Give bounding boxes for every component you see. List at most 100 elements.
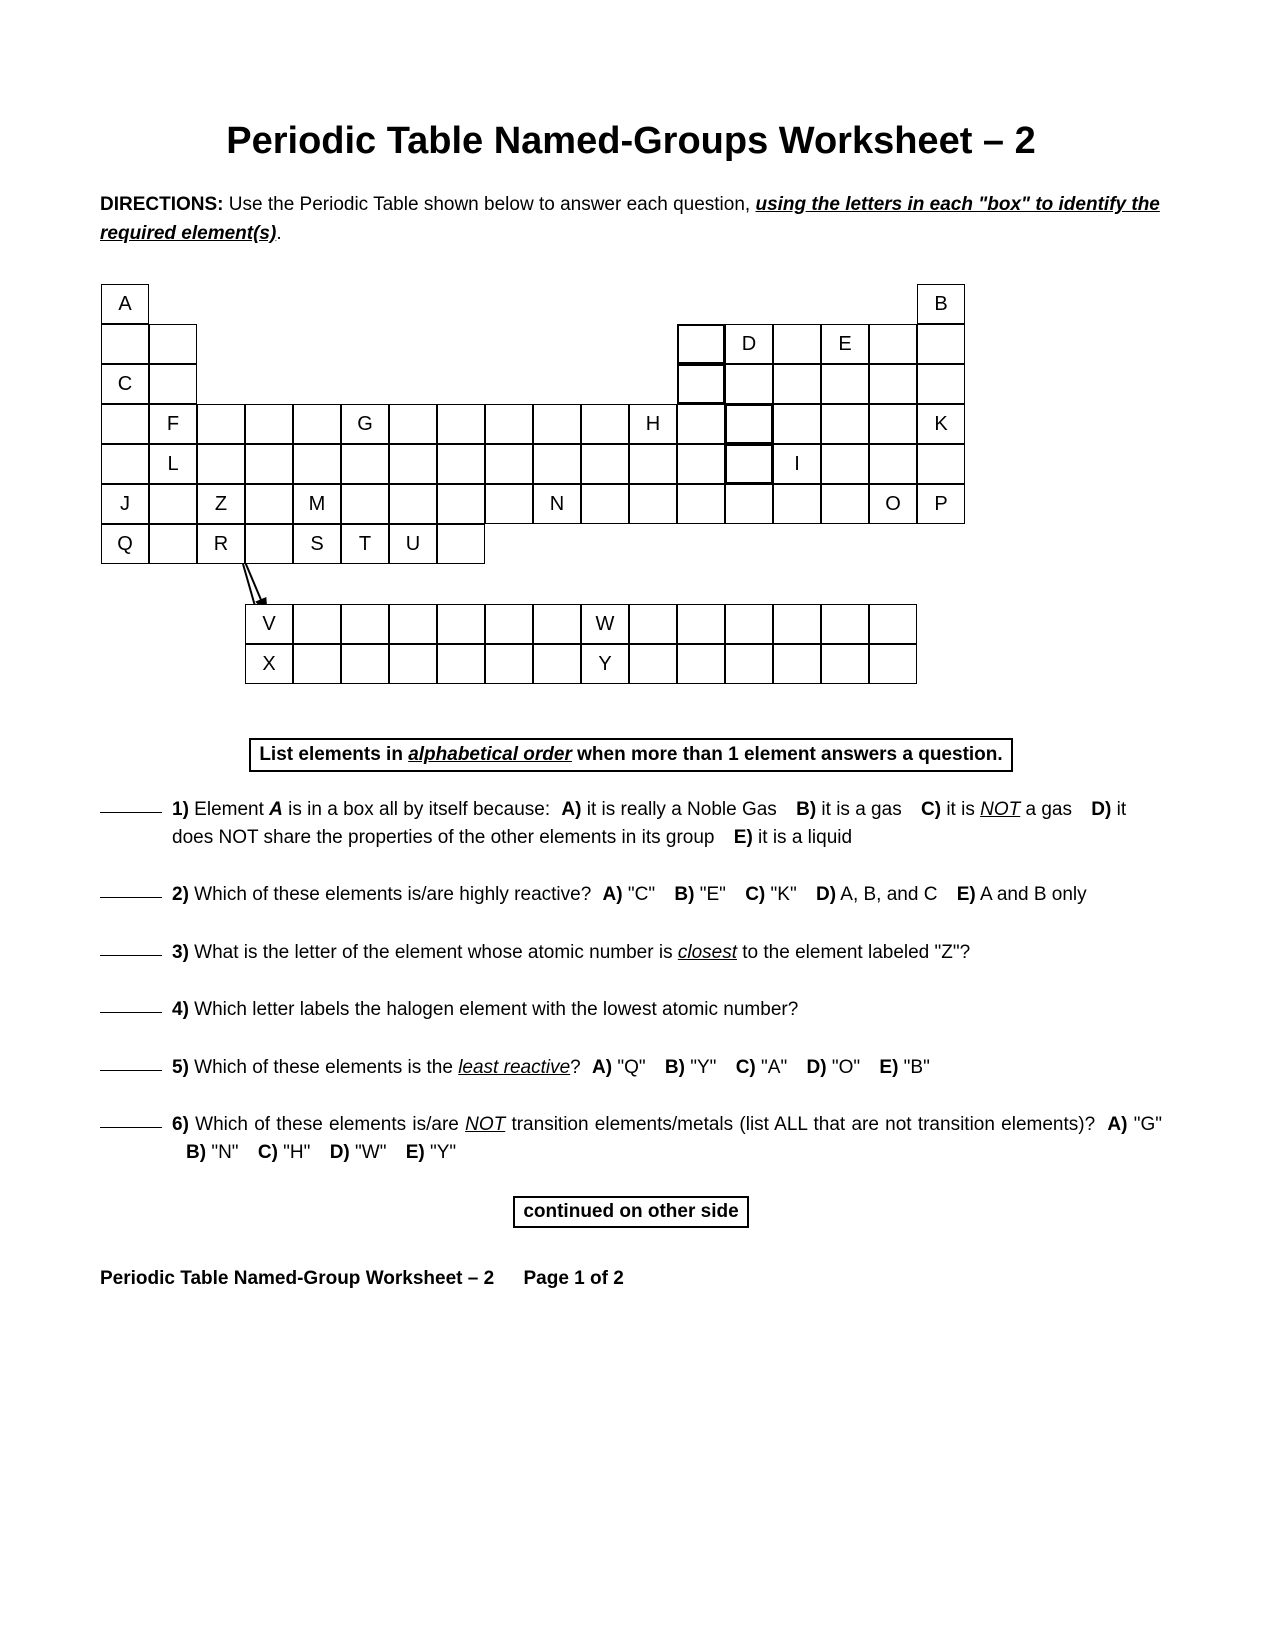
answer-blank[interactable]	[100, 812, 162, 813]
pt-cell: D	[725, 324, 773, 364]
pt-lan-cell	[389, 644, 437, 684]
pt-lan-cell	[293, 644, 341, 684]
pt-cell	[245, 444, 293, 484]
pt-cell: M	[293, 484, 341, 524]
pt-cell	[245, 484, 293, 524]
footer: Periodic Table Named-Group Worksheet – 2…	[100, 1268, 1162, 1290]
pt-cell	[821, 364, 869, 404]
pt-cell: T	[341, 524, 389, 564]
continued-notice: continued on other side	[513, 1196, 748, 1228]
pt-cell	[677, 364, 725, 404]
footer-page: Page 1 of 2	[523, 1268, 623, 1289]
pt-cell: L	[149, 444, 197, 484]
pt-lan-cell	[821, 644, 869, 684]
notice-c: when more than 1 element answers a quest…	[572, 744, 1003, 765]
worksheet-page: Periodic Table Named-Groups Worksheet – …	[0, 0, 1262, 1350]
pt-lan-cell	[821, 604, 869, 644]
pt-cell	[773, 404, 821, 444]
notice-a: List elements in	[259, 744, 408, 765]
pt-cell: K	[917, 404, 965, 444]
pt-cell	[581, 404, 629, 444]
answer-blank[interactable]	[100, 1012, 162, 1013]
pt-cell	[917, 324, 965, 364]
pt-lan-cell	[485, 644, 533, 684]
question-text: 3) What is the letter of the element who…	[172, 939, 1162, 967]
pt-cell	[917, 444, 965, 484]
pt-cell	[389, 444, 437, 484]
pt-cell	[869, 444, 917, 484]
pt-cell	[197, 444, 245, 484]
pt-cell	[725, 444, 773, 484]
pt-cell	[341, 444, 389, 484]
question: 2) Which of these elements is/are highly…	[100, 881, 1162, 909]
pt-lan-cell: V	[245, 604, 293, 644]
pt-cell: P	[917, 484, 965, 524]
pt-cell	[581, 444, 629, 484]
pt-cell	[629, 484, 677, 524]
pt-lan-cell	[773, 604, 821, 644]
pt-cell	[389, 404, 437, 444]
pt-cell	[725, 484, 773, 524]
pt-cell	[437, 484, 485, 524]
pt-cell	[485, 404, 533, 444]
pt-lan-cell	[437, 604, 485, 644]
pt-cell	[197, 404, 245, 444]
directions-end: .	[276, 223, 281, 244]
pt-cell	[485, 444, 533, 484]
pt-cell	[773, 364, 821, 404]
pt-cell	[437, 444, 485, 484]
pt-lan-cell	[533, 604, 581, 644]
question-text: 1) Element A is in a box all by itself b…	[172, 796, 1162, 851]
pt-cell: E	[821, 324, 869, 364]
directions-label: DIRECTIONS:	[100, 194, 224, 215]
notice-b: alphabetical order	[408, 744, 572, 765]
pt-lan-cell	[533, 644, 581, 684]
pt-lan-cell	[677, 604, 725, 644]
pt-cell: I	[773, 444, 821, 484]
pt-cell	[149, 524, 197, 564]
answer-blank[interactable]	[100, 955, 162, 956]
pt-cell: O	[869, 484, 917, 524]
pt-cell	[533, 404, 581, 444]
pt-cell	[437, 404, 485, 444]
pt-cell	[725, 404, 773, 444]
pt-cell: C	[101, 364, 149, 404]
pt-lan-cell	[677, 644, 725, 684]
pt-cell	[101, 444, 149, 484]
pt-cell: Z	[197, 484, 245, 524]
question: 5) Which of these elements is the least …	[100, 1054, 1162, 1082]
pt-cell	[341, 484, 389, 524]
answer-blank[interactable]	[100, 1127, 162, 1128]
pt-cell	[389, 484, 437, 524]
pt-cell	[821, 404, 869, 444]
pt-cell	[869, 364, 917, 404]
pt-lan-cell	[437, 644, 485, 684]
pt-cell	[821, 444, 869, 484]
pt-cell	[245, 404, 293, 444]
questions-list: 1) Element A is in a box all by itself b…	[100, 796, 1162, 1166]
pt-cell	[869, 324, 917, 364]
answer-blank[interactable]	[100, 897, 162, 898]
pt-cell: S	[293, 524, 341, 564]
pt-cell: A	[101, 284, 149, 324]
pt-cell	[101, 404, 149, 444]
periodic-table-diagram: ABDECFGHKLIJZMNOPQRSTUVWXY	[101, 284, 1161, 714]
pt-cell	[677, 484, 725, 524]
answer-blank[interactable]	[100, 1070, 162, 1071]
pt-cell: B	[917, 284, 965, 324]
pt-cell	[149, 324, 197, 364]
pt-cell: N	[533, 484, 581, 524]
pt-lan-cell	[869, 604, 917, 644]
pt-cell	[293, 444, 341, 484]
pt-lan-cell: X	[245, 644, 293, 684]
pt-lan-cell	[725, 604, 773, 644]
pt-cell	[437, 524, 485, 564]
question-text: 5) Which of these elements is the least …	[172, 1054, 1162, 1082]
pt-cell: J	[101, 484, 149, 524]
pt-cell	[917, 364, 965, 404]
pt-cell	[725, 364, 773, 404]
question: 1) Element A is in a box all by itself b…	[100, 796, 1162, 851]
pt-lan-cell	[389, 604, 437, 644]
pt-cell	[821, 484, 869, 524]
pt-cell: Q	[101, 524, 149, 564]
